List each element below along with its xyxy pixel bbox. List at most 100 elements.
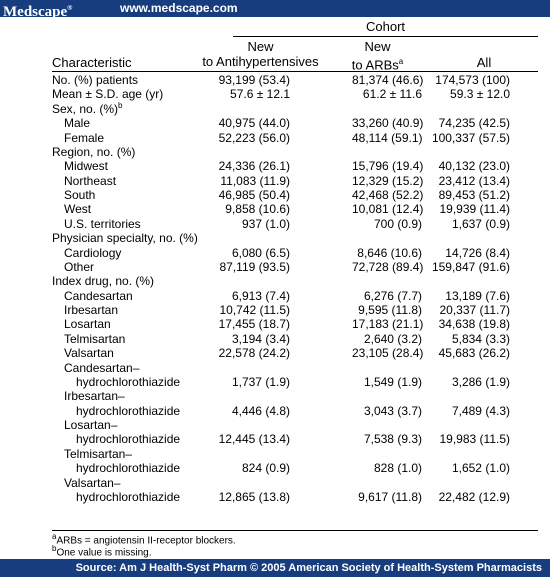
cell-c2: 12,329 (15.2) [352, 173, 424, 188]
row-label: Midwest [64, 159, 109, 174]
cell-c2: 8,646 (10.6) [357, 245, 422, 260]
row-label: Candesartan– [64, 360, 140, 375]
cell-c1: 6,080 (6.5) [231, 245, 290, 260]
row-label: Northeast [64, 173, 117, 188]
cell-c2: 3,043 (3.7) [363, 403, 422, 418]
cell-c2: 17,183 (21.1) [352, 317, 424, 332]
cell-c2: 6,276 (7.7) [363, 288, 422, 303]
header-bottom-rule [52, 71, 538, 72]
row-label: Physician specialty, no. (%) [52, 231, 198, 246]
table-row: Irbesartan 10,742 (11.5) 9,595 (11.8) 20,33… [0, 303, 550, 317]
cell-c1: 22,578 (24.2) [218, 346, 290, 361]
table-row: Valsartan– [0, 476, 550, 490]
cell-c1: 57.6 ± 12.1 [230, 87, 290, 102]
row-label: Candesartan [64, 288, 133, 303]
cell-c3: 7,489 (4.3) [451, 403, 510, 418]
row-label: Other [64, 259, 95, 274]
row-label: Female [64, 130, 105, 145]
cell-c2: 2,640 (3.2) [363, 331, 422, 346]
cell-c2: 1,549 (1.9) [363, 374, 422, 389]
table-body: No. (%) patients 93,199 (53.4) 81,374 (46.… [0, 73, 550, 504]
row-label: Telmisartan [64, 331, 126, 346]
table-row: Northeast 11,083 (11.9) 12,329 (15.2) 23,41… [0, 174, 550, 188]
cell-c3: 100,337 (57.5) [431, 130, 510, 145]
cell-c1: 10,742 (11.5) [219, 303, 291, 317]
cell-c3: 3,286 (1.9) [451, 374, 510, 389]
row-label: hydrochlorothiazide [76, 432, 181, 447]
cell-c2: 7,538 (9.3) [363, 432, 422, 447]
row-label: hydrochlorothiazide [76, 461, 181, 476]
header-bar: Medscape® www.medscape.com [0, 0, 550, 20]
cell-c2: 15,796 (19.4) [352, 159, 424, 174]
table-bottom-rule [52, 530, 538, 531]
cell-c3: 159,847 (91.6) [431, 259, 510, 274]
table-row: Losartan 17,455 (18.7) 17,183 (21.1) 34,638… [0, 317, 550, 331]
cell-c1: 937 (1.0) [241, 216, 290, 231]
row-label: hydrochlorothiazide [76, 403, 181, 418]
footnote-b: bOne value is missing. [52, 544, 152, 559]
table-row: hydrochlorothiazide 12,445 (13.4) 7,538 (9… [0, 432, 550, 446]
table-row: Irbesartan– [0, 389, 550, 403]
row-label: Valsartan– [64, 475, 121, 490]
table-row: Female 52,223 (56.0) 48,114 (59.1) 100,337 … [0, 131, 550, 145]
table-row: Midwest 24,336 (26.1) 15,796 (19.4) 40,132 … [0, 159, 550, 173]
table-row: Candesartan– [0, 361, 550, 375]
row-label: West [64, 202, 92, 217]
table-row: Index drug, no. (%) [0, 274, 550, 288]
cell-c3: 13,189 (7.6) [445, 288, 510, 303]
cell-c1: 24,336 (26.1) [218, 159, 290, 174]
cell-c2: 10,081 (12.4) [352, 202, 424, 217]
cell-c3: 59.3 ± 12.0 [450, 87, 510, 102]
cell-c1: 11,083 (11.9) [220, 173, 290, 188]
cell-c1: 17,455 (18.7) [218, 317, 290, 332]
row-label: Index drug, no. (%) [52, 274, 155, 289]
cell-c2: 33,260 (40.9) [352, 116, 424, 131]
cell-c1: 93,199 (53.4) [218, 73, 290, 87]
table-row: Region, no. (%) [0, 145, 550, 159]
cell-c3: 5,834 (3.3) [451, 331, 510, 346]
cell-c2: 48,114 (59.1) [352, 130, 423, 145]
row-label: No. (%) patients [52, 73, 139, 87]
table-row: hydrochlorothiazide 12,865 (13.8) 9,617 (1… [0, 490, 550, 504]
cell-c1: 1,737 (1.9) [231, 374, 290, 389]
cell-c2: 700 (0.9) [373, 216, 422, 231]
cell-c3: 1,637 (0.9) [451, 216, 510, 231]
cell-c2: 828 (1.0) [373, 461, 422, 476]
cell-c1: 824 (0.9) [241, 461, 290, 476]
cell-c2: 42,468 (52.2) [352, 188, 424, 202]
cell-c1: 87,119 (93.5) [219, 259, 291, 274]
row-label: Irbesartan [64, 303, 119, 317]
row-label: U.S. territories [64, 216, 141, 231]
site-url[interactable]: www.medscape.com [120, 1, 238, 15]
row-label: Valsartan [64, 346, 114, 361]
medscape-logo[interactable]: Medscape® [3, 4, 73, 20]
cell-c3: 19,939 (11.4) [439, 202, 511, 217]
cell-c3: 14,726 (8.4) [445, 245, 510, 260]
table-row: hydrochlorothiazide 824 (0.9) 828 (1.0) 1,6… [0, 461, 550, 475]
table-row: Losartan– [0, 418, 550, 432]
footnote-marker: b [118, 100, 123, 110]
table-row: hydrochlorothiazide 4,446 (4.8) 3,043 (3.7… [0, 404, 550, 418]
row-label: South [64, 188, 96, 202]
row-label: Region, no. (%) [52, 144, 136, 159]
table-row: Male 40,975 (44.0) 33,260 (40.9) 74,235 (42… [0, 116, 550, 130]
new-arbs-header: New to ARBsa [351, 39, 404, 73]
footer-bar: Source: Am J Health-Syst Pharm © 2005 Am… [0, 559, 550, 577]
cell-c3: 20,337 (11.7) [439, 303, 511, 317]
table-row: South 46,985 (50.4) 42,468 (52.2) 89,453 (5… [0, 188, 550, 202]
cell-c1: 12,445 (13.4) [218, 432, 290, 447]
characteristic-header: Characteristic [52, 55, 132, 70]
cell-c3: 89,453 (51.2) [438, 188, 510, 202]
cell-c2: 81,374 (46.6) [352, 73, 424, 87]
cell-c3: 19,983 (11.5) [439, 432, 511, 447]
source-citation: Source: Am J Health-Syst Pharm © 2005 Am… [75, 562, 542, 574]
table-row: Other 87,119 (93.5) 72,728 (89.4) 159,847 (… [0, 260, 550, 274]
cell-c2: 61.2 ± 11.6 [362, 87, 422, 102]
row-label: Male [64, 116, 91, 131]
table-row: West 9,858 (10.6) 10,081 (12.4) 19,939 (11.… [0, 202, 550, 216]
cell-c1: 9,858 (10.6) [225, 202, 290, 217]
cell-c1: 12,865 (13.8) [218, 489, 290, 504]
table-row: Valsartan 22,578 (24.2) 23,105 (28.4) 45,68… [0, 346, 550, 360]
cell-c2: 23,105 (28.4) [352, 346, 424, 361]
cell-c3: 174,573 (100) [435, 73, 510, 87]
